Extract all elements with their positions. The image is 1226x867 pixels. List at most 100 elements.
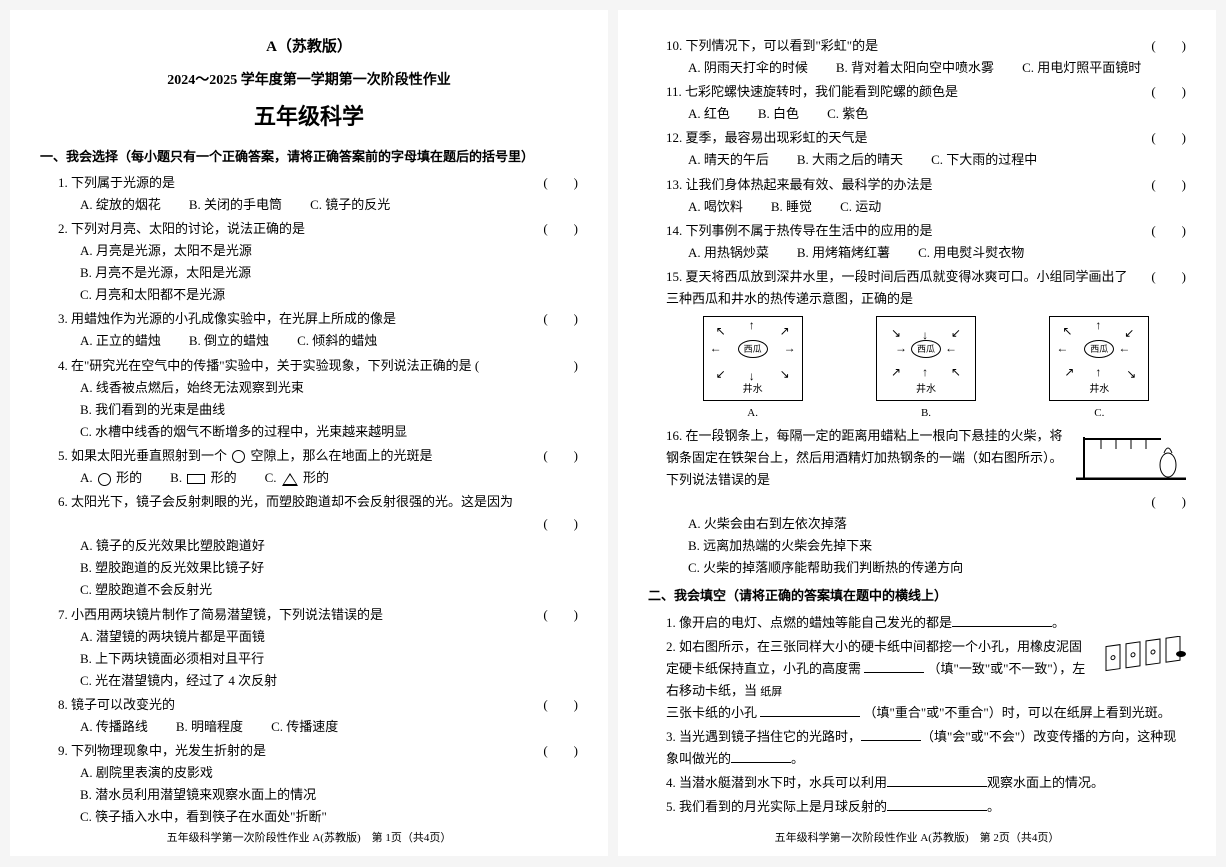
question-6: 6. 太阳光下，镜子会反射刺眼的光，而塑胶跑道却不会反射很强的光。这是因为 ( …	[58, 491, 578, 601]
wm-b-center: 西瓜	[911, 340, 941, 358]
q15-diagram-a: 西瓜 ↑ ↓ ← → ↖ ↗ ↙ ↘ 井水 A.	[703, 316, 803, 423]
q4-bracket-close: )	[561, 355, 578, 377]
circle-shape-icon	[232, 450, 245, 463]
triangle-icon	[282, 473, 298, 486]
q15-label-c: C.	[1094, 407, 1104, 419]
question-12: 12. 夏季，最容易出现彩虹的天气是( ) A. 晴天的午后 B. 大雨之后的晴…	[666, 127, 1186, 171]
q6-bracket: ( )	[543, 516, 578, 531]
section-1-head: 一、我会选择（每小题只有一个正确答案，请将正确答案前的字母填在题后的括号里）	[40, 146, 578, 168]
q3-opt-b: B. 倒立的蜡烛	[189, 330, 269, 352]
q4-opt-c: C. 水槽中线香的烟气不断增多的过程中，光束越来越明显	[80, 421, 578, 443]
q1-text: 1. 下列属于光源的是	[58, 172, 175, 194]
arrow-left-icon: ←	[1056, 342, 1068, 354]
q8-text: 8. 镜子可以改变光的	[58, 694, 175, 716]
exam-subtitle: 2024～2025 学年度第一学期第一次阶段性作业	[40, 69, 578, 93]
wm-b-well: 井水	[877, 381, 975, 398]
f5-blank	[887, 797, 987, 811]
q4-opt-a: A. 线香被点燃后，始终无法观察到光束	[80, 377, 578, 399]
q13-text: 13. 让我们身体热起来最有效、最科学的办法是	[666, 174, 933, 196]
arrow-ne-icon: ↗	[780, 325, 790, 337]
edition-label: A（苏教版）	[40, 35, 578, 61]
question-4: 4. 在"研究光在空气中的传播"实验中，关于实验现象，下列说法正确的是 ( ) …	[58, 355, 578, 443]
q15-bracket: ( )	[1151, 266, 1186, 288]
q3-opt-a: A. 正立的蜡烛	[80, 330, 161, 352]
q16-bracket: ( )	[1151, 494, 1186, 509]
question-9: 9. 下列物理现象中，光发生折射的是( ) A. 剧院里表演的皮影戏 B. 潜水…	[58, 740, 578, 828]
q10-opt-b: B. 背对着太阳向空中喷水雾	[836, 57, 994, 79]
q14-opt-b: B. 用烤箱烤红薯	[797, 242, 890, 264]
arrow-left-icon: ←	[1118, 342, 1130, 354]
wm-c-center: 西瓜	[1084, 340, 1114, 358]
arrow-down-icon: ↓	[922, 329, 928, 341]
arrow-sw-icon: ↙	[1124, 327, 1134, 339]
wm-a-well: 井水	[704, 381, 802, 398]
wm-a-center: 西瓜	[738, 340, 768, 358]
q8-opt-b: B. 明暗程度	[176, 716, 243, 738]
q5-text: 5. 如果太阳光垂直照射到一个 空隙上，那么在地面上的光斑是	[58, 445, 433, 467]
arrow-right-icon: →	[784, 342, 796, 354]
f4-end: 观察水面上的情况。	[987, 775, 1104, 790]
arrow-left-icon: ←	[945, 342, 957, 354]
q1-opt-a: A. 绽放的烟花	[80, 194, 161, 216]
q10-text: 10. 下列情况下，可以看到"彩虹"的是	[666, 35, 878, 57]
q3-opt-c: C. 倾斜的蜡烛	[297, 330, 377, 352]
q7-opt-a: A. 潜望镜的两块镜片都是平面镜	[80, 626, 578, 648]
q15-diagrams: 西瓜 ↑ ↓ ← → ↖ ↗ ↙ ↘ 井水 A. 西瓜 ↓ ↑	[666, 316, 1186, 423]
arrow-left-icon: ←	[710, 342, 722, 354]
arrow-up-icon: ↑	[749, 319, 755, 331]
question-2: 2. 下列对月亮、太阳的讨论，说法正确的是 ( ) A. 月亮是光源，太阳不是光源…	[58, 218, 578, 306]
q1-opt-c: C. 镜子的反光	[310, 194, 390, 216]
f3-blank-2	[731, 749, 791, 763]
q9-opt-c: C. 筷子插入水中，看到筷子在水面处"折断"	[80, 806, 578, 828]
f2-blank-2	[760, 703, 860, 717]
f3-blank-1	[861, 727, 921, 741]
q3-text: 3. 用蜡烛作为光源的小孔成像实验中，在光屏上所成的像是	[58, 308, 396, 330]
q2-opt-c: C. 月亮和太阳都不是光源	[80, 284, 578, 306]
q7-opt-b: B. 上下两块镜面必须相对且平行	[80, 648, 578, 670]
question-11: 11. 七彩陀螺快速旋转时，我们能看到陀螺的颜色是( ) A. 红色 B. 白色…	[666, 81, 1186, 125]
arrow-se-icon: ↘	[780, 368, 790, 380]
card-svg-icon	[1096, 636, 1186, 680]
q15-diagram-c: 西瓜 ↑ ← ← ↑ ↖ ↙ ↗ ↘ 井水 C.	[1049, 316, 1149, 423]
q14-text: 14. 下列事例不属于热传导在生活中的应用的是	[666, 220, 933, 242]
q6-opt-a: A. 镜子的反光效果比塑胶跑道好	[80, 535, 578, 557]
arrow-ne-icon: ↗	[1064, 366, 1074, 378]
arrow-se-icon: ↘	[891, 327, 901, 339]
q8-bracket: ( )	[543, 694, 578, 716]
f2-label: 纸屏	[760, 686, 782, 698]
arrow-ne-icon: ↗	[891, 366, 901, 378]
q4-text: 4. 在"研究光在空气中的传播"实验中，关于实验现象，下列说法正确的是 (	[58, 355, 479, 377]
q14-bracket: ( )	[1151, 220, 1186, 242]
q6-opt-c: C. 塑胶跑道不会反射光	[80, 579, 578, 601]
q13-bracket: ( )	[1151, 174, 1186, 196]
q10-opt-a: A. 阴雨天打伞的时候	[688, 57, 808, 79]
apparatus-diagram	[1076, 425, 1186, 480]
f2-mid2: 三张卡纸的小孔	[666, 705, 757, 720]
arrow-up-icon: ↑	[922, 366, 928, 378]
page-1: A（苏教版） 2024～2025 学年度第一学期第一次阶段性作业 五年级科学 一…	[10, 10, 608, 856]
q12-text: 12. 夏季，最容易出现彩虹的天气是	[666, 127, 868, 149]
q2-text: 2. 下列对月亮、太阳的讨论，说法正确的是	[58, 218, 305, 240]
q16-text: 16. 在一段钢条上，每隔一定的距离用蜡粘上一根向下悬挂的火柴，将钢条固定在铁架…	[666, 428, 1063, 487]
arrow-sw-icon: ↙	[951, 327, 961, 339]
page-2: 10. 下列情况下，可以看到"彩虹"的是 ( ) A. 阴雨天打伞的时候 B. 背…	[618, 10, 1216, 856]
exam-title: 五年级科学	[40, 98, 578, 135]
arrow-nw-icon: ↖	[951, 366, 961, 378]
q6-opt-b: B. 塑胶跑道的反光效果比镜子好	[80, 557, 578, 579]
q2-bracket: ( )	[543, 218, 578, 240]
fill-1: 1. 像开启的电灯、点燃的蜡烛等能自己发光的都是。	[666, 612, 1186, 634]
q5-opt-b: B. 形的	[170, 467, 236, 489]
q9-opt-b: B. 潜水员利用潜望镜来观察水面上的情况	[80, 784, 578, 806]
q13-opt-c: C. 运动	[840, 196, 881, 218]
q14-opt-c: C. 用电熨斗熨衣物	[918, 242, 1024, 264]
q12-opt-a: A. 晴天的午后	[688, 149, 769, 171]
q11-opt-a: A. 红色	[688, 103, 730, 125]
question-16: 16. 在一段钢条上，每隔一定的距离用蜡粘上一根向下悬挂的火柴，将钢条固定在铁架…	[666, 425, 1186, 580]
circle-icon	[98, 473, 111, 486]
q2-opt-a: A. 月亮是光源，太阳不是光源	[80, 240, 578, 262]
page-2-footer: 五年级科学第一次阶段性作业 A(苏教版) 第 2页（共4页）	[618, 829, 1216, 848]
q12-opt-c: C. 下大雨的过程中	[931, 149, 1037, 171]
f3-text: 3. 当光遇到镜子挡住它的光路时，	[666, 729, 861, 744]
arrow-up-icon: ↑	[1095, 319, 1101, 331]
q16-opt-a: A. 火柴会由右到左依次掉落	[688, 513, 1186, 535]
